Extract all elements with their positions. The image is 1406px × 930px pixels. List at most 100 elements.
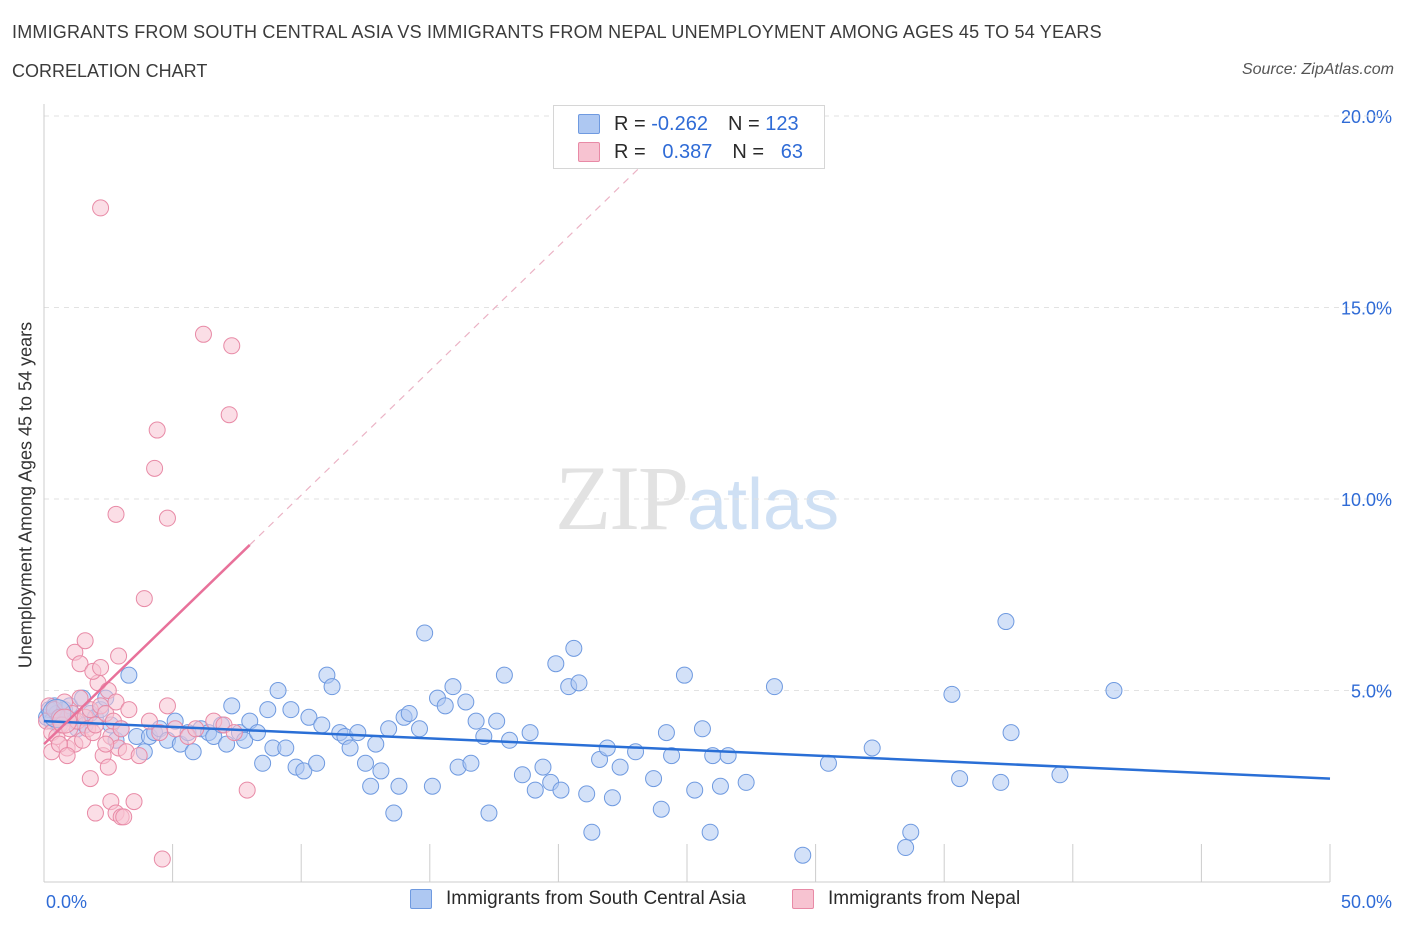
data-point-south-central-asia bbox=[534, 758, 552, 776]
data-point-south-central-asia bbox=[385, 804, 403, 822]
data-point-south-central-asia bbox=[341, 739, 359, 757]
data-point-south-central-asia bbox=[416, 624, 434, 642]
data-point-south-central-asia bbox=[902, 823, 920, 841]
data-point-south-central-asia bbox=[372, 762, 390, 780]
source-label: Source: ZipAtlas.com bbox=[1241, 61, 1394, 78]
data-point-south-central-asia bbox=[457, 693, 475, 711]
data-point-south-central-asia bbox=[184, 743, 202, 761]
data-point-nepal bbox=[115, 808, 133, 826]
blue-swatch-icon bbox=[410, 889, 432, 909]
data-point-nepal bbox=[223, 337, 241, 355]
data-point-nepal bbox=[225, 724, 243, 742]
data-point-south-central-asia bbox=[652, 800, 670, 818]
data-point-nepal bbox=[92, 199, 110, 217]
data-point-nepal bbox=[148, 421, 166, 439]
data-point-south-central-asia bbox=[282, 701, 300, 719]
data-point-south-central-asia bbox=[259, 701, 277, 719]
data-point-south-central-asia bbox=[794, 846, 812, 864]
data-point-nepal bbox=[238, 781, 256, 799]
data-point-south-central-asia bbox=[362, 777, 380, 795]
y-tick-label: 5.0% bbox=[1351, 682, 1392, 702]
y-axis-label: Unemployment Among Ages 45 to 54 years bbox=[15, 321, 36, 669]
data-point-nepal bbox=[158, 509, 176, 527]
data-point-south-central-asia bbox=[323, 678, 341, 696]
blue-swatch-icon bbox=[578, 114, 600, 134]
data-point-south-central-asia bbox=[897, 839, 915, 857]
trendline-nepal-extension bbox=[249, 161, 647, 546]
legend-item-south-central-asia[interactable]: Immigrants from South Central Asia bbox=[410, 888, 746, 910]
n-value-south-central-asia: 123 bbox=[765, 112, 799, 135]
data-point-south-central-asia bbox=[223, 697, 241, 715]
data-point-south-central-asia bbox=[701, 823, 719, 841]
data-point-south-central-asia bbox=[1002, 724, 1020, 742]
data-point-south-central-asia bbox=[495, 666, 513, 684]
data-point-nepal bbox=[97, 735, 115, 753]
data-point-south-central-asia bbox=[737, 773, 755, 791]
data-point-south-central-asia bbox=[436, 697, 454, 715]
data-point-south-central-asia bbox=[349, 724, 367, 742]
data-point-nepal bbox=[125, 793, 143, 811]
data-point-south-central-asia bbox=[444, 678, 462, 696]
data-point-south-central-asia bbox=[547, 655, 565, 673]
data-point-south-central-asia bbox=[570, 674, 588, 692]
data-point-south-central-asia bbox=[598, 739, 616, 757]
data-point-nepal bbox=[107, 693, 125, 711]
pink-swatch-icon bbox=[578, 142, 600, 162]
data-point-south-central-asia bbox=[254, 754, 272, 772]
chart-title: IMMIGRANTS FROM SOUTH CENTRAL ASIA VS IM… bbox=[12, 22, 1102, 42]
data-point-south-central-asia bbox=[480, 804, 498, 822]
data-point-south-central-asia bbox=[997, 613, 1015, 631]
data-point-south-central-asia bbox=[578, 785, 596, 803]
x-tick-label: 50.0% bbox=[1341, 892, 1392, 912]
data-point-south-central-asia bbox=[719, 747, 737, 765]
data-point-nepal bbox=[99, 758, 117, 776]
data-point-nepal bbox=[107, 505, 125, 523]
data-point-south-central-asia bbox=[501, 731, 519, 749]
data-point-nepal bbox=[110, 647, 128, 665]
data-point-south-central-asia bbox=[693, 720, 711, 738]
data-point-nepal bbox=[166, 720, 184, 738]
data-point-south-central-asia bbox=[657, 724, 675, 742]
data-point-south-central-asia bbox=[313, 716, 331, 734]
data-point-south-central-asia bbox=[488, 712, 506, 730]
data-point-nepal bbox=[146, 459, 164, 477]
data-point-south-central-asia bbox=[462, 754, 480, 772]
data-point-south-central-asia bbox=[367, 735, 385, 753]
data-point-nepal bbox=[58, 747, 76, 765]
data-point-south-central-asia bbox=[552, 781, 570, 799]
data-point-south-central-asia bbox=[308, 754, 326, 772]
data-point-south-central-asia bbox=[400, 704, 418, 722]
data-point-south-central-asia bbox=[411, 720, 429, 738]
r-label: R = bbox=[614, 140, 646, 163]
data-point-south-central-asia bbox=[120, 666, 138, 684]
data-point-nepal bbox=[153, 850, 171, 868]
data-point-south-central-asia bbox=[513, 766, 531, 784]
data-point-south-central-asia bbox=[380, 720, 398, 738]
data-point-south-central-asia bbox=[1105, 682, 1123, 699]
data-point-nepal bbox=[120, 701, 138, 719]
data-point-south-central-asia bbox=[300, 708, 318, 726]
data-point-south-central-asia bbox=[295, 762, 313, 780]
data-point-south-central-asia bbox=[390, 777, 408, 795]
data-point-nepal bbox=[220, 406, 238, 424]
data-point-south-central-asia bbox=[711, 777, 729, 795]
y-tick-label: 20.0% bbox=[1341, 107, 1392, 127]
n-label: N = bbox=[732, 140, 765, 163]
r-value-south-central-asia: -0.262 bbox=[651, 112, 708, 135]
data-point-south-central-asia bbox=[423, 777, 441, 795]
data-point-south-central-asia bbox=[603, 789, 621, 807]
y-tick-label: 15.0% bbox=[1341, 299, 1392, 319]
legend-item-nepal[interactable]: Immigrants from Nepal bbox=[792, 888, 1020, 910]
data-point-south-central-asia bbox=[277, 739, 295, 757]
data-point-nepal bbox=[76, 632, 94, 650]
data-point-nepal bbox=[135, 590, 153, 608]
data-point-south-central-asia bbox=[526, 781, 544, 799]
data-point-south-central-asia bbox=[675, 666, 693, 684]
data-point-south-central-asia bbox=[565, 639, 583, 657]
data-point-south-central-asia bbox=[765, 678, 783, 696]
x-tick-label: 0.0% bbox=[46, 892, 87, 912]
data-point-nepal bbox=[158, 697, 176, 715]
n-label: N = bbox=[727, 112, 760, 135]
watermark: ZIPatlas bbox=[555, 445, 839, 551]
